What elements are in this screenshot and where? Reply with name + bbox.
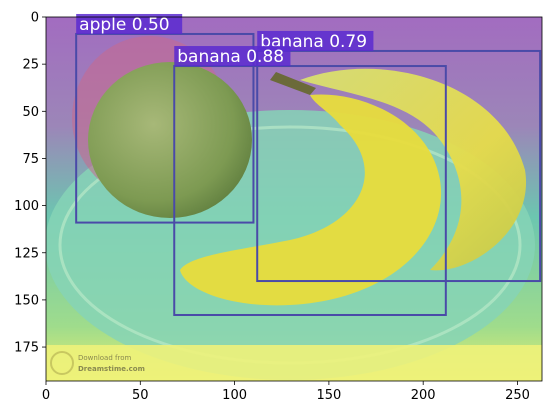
y-tick-label: 100 (14, 199, 39, 214)
bounding-box (256, 49, 542, 283)
y-tick-label: 0 (31, 11, 39, 26)
detection-label: apple 0.50 (79, 15, 169, 35)
label-background (257, 30, 374, 51)
x-tick-label: 50 (132, 388, 149, 403)
banana-front (180, 94, 442, 306)
detection-label: banana 0.88 (177, 47, 284, 67)
x-tick-label: 200 (411, 388, 436, 403)
banana-back (300, 68, 527, 271)
label-background (76, 13, 183, 34)
x-tick-label: 0 (42, 388, 50, 403)
x-tick-label: 100 (222, 388, 247, 403)
image-frame (45, 16, 543, 382)
y-tick-label: 25 (22, 58, 39, 73)
x-tick-label: 150 (316, 388, 341, 403)
y-tick-label: 75 (22, 152, 39, 167)
detection-apple-0: apple 0.50 (75, 13, 255, 224)
photo-area: Download from Dreamstime.com (46, 17, 542, 381)
y-tick-label: 50 (22, 105, 39, 120)
watermark-bar (46, 345, 542, 381)
y-tick-label: 125 (14, 246, 39, 261)
watermark-line-2: Dreamstime.com (78, 365, 145, 373)
y-tick-label: 175 (14, 341, 39, 356)
x-tick-label: 250 (505, 388, 530, 403)
banana-stem (270, 72, 316, 95)
watermark-logo (50, 351, 74, 375)
bounding-box (173, 65, 447, 316)
apple (88, 62, 252, 218)
axes-layer: 0 50 100 150 200 250 0 25 50 75 100 125 150 175 (14, 11, 530, 404)
y-tick-label: 150 (14, 293, 39, 308)
label-background (174, 46, 291, 67)
watermark-line-1: Download from (78, 354, 131, 362)
detection-banana-2: banana 0.88 (173, 46, 447, 316)
